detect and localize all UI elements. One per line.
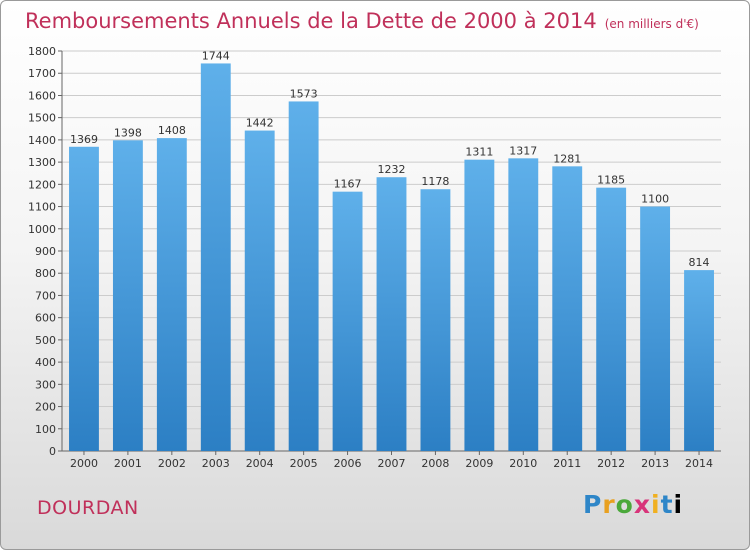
x-tick-label: 2004 — [246, 457, 274, 470]
x-tick-label: 2002 — [158, 457, 186, 470]
data-label: 1281 — [553, 152, 581, 165]
data-label: 1369 — [70, 133, 98, 146]
x-tick-label: 2001 — [114, 457, 142, 470]
bar — [596, 187, 627, 451]
bar — [376, 177, 407, 451]
y-tick-label: 1600 — [28, 89, 56, 102]
bar — [156, 138, 187, 451]
x-tick-label: 2011 — [553, 457, 581, 470]
chart-title-text: Remboursements Annuels de la Dette de 20… — [25, 9, 597, 33]
logo-letter: t — [660, 490, 674, 519]
y-tick-label: 200 — [35, 401, 56, 414]
x-tick-label: 2008 — [421, 457, 449, 470]
logo-letter: r — [602, 490, 616, 519]
y-tick-label: 1200 — [28, 178, 56, 191]
logo-letter: x — [633, 490, 651, 519]
y-tick-label: 1000 — [28, 223, 56, 236]
bars: 1369 1398 1408 1744 1442 1573 1167 1232 1178 1311… — [69, 49, 714, 452]
bar — [244, 130, 275, 452]
bar — [684, 270, 714, 451]
x-tick-label: 2012 — [597, 457, 625, 470]
data-label: 1408 — [158, 124, 186, 137]
data-label: 1100 — [641, 193, 669, 206]
y-tick-label: 300 — [35, 378, 56, 391]
y-tick-label: 900 — [35, 245, 56, 258]
logo-letter: i — [651, 490, 661, 519]
data-label: 1311 — [465, 146, 493, 159]
logo-letter: o — [615, 490, 634, 519]
x-tick-label: 2005 — [290, 457, 318, 470]
chart-subtitle: (en milliers d'€) — [604, 17, 699, 31]
bar — [420, 189, 451, 451]
data-label: 1398 — [114, 126, 142, 139]
y-tick-label: 400 — [35, 356, 56, 369]
x-tick-label: 2010 — [509, 457, 537, 470]
y-tick-label: 800 — [35, 267, 56, 280]
y-tick-label: 100 — [35, 423, 56, 436]
x-tick-label: 2003 — [202, 457, 230, 470]
data-label: 1317 — [509, 144, 537, 157]
data-label: 1232 — [378, 163, 406, 176]
x-tick-label: 2013 — [641, 457, 669, 470]
bar — [288, 101, 319, 451]
data-label: 1744 — [202, 49, 230, 62]
logo-letter: P — [583, 490, 603, 519]
data-label: 1442 — [246, 117, 274, 130]
x-tick-label: 2009 — [465, 457, 493, 470]
y-tick-label: 1700 — [28, 67, 56, 80]
data-label: 1178 — [421, 175, 449, 188]
data-label: 1185 — [597, 174, 625, 187]
x-tick-label: 2000 — [70, 457, 98, 470]
x-tick-label: 2014 — [685, 457, 713, 470]
y-tick-label: 1800 — [28, 45, 56, 58]
x-tick-label: 2007 — [378, 457, 406, 470]
bar — [200, 63, 231, 451]
data-label: 814 — [689, 256, 710, 269]
proxiti-logo: Proxiti — [583, 490, 683, 519]
data-label: 1573 — [290, 87, 318, 100]
bar — [464, 159, 495, 451]
logo-letter: i — [673, 490, 684, 519]
bar-chart: 0 100 200 300 400 500 600 700 800 900 1000 1100 1200… — [28, 45, 721, 470]
y-tick-label: 1400 — [28, 134, 56, 147]
bar — [69, 146, 99, 451]
y-tick-label: 600 — [35, 312, 56, 325]
y-tick-label: 700 — [35, 289, 56, 302]
y-tick-label: 1100 — [28, 201, 56, 214]
x-tick-label: 2006 — [334, 457, 362, 470]
y-tick-label: 500 — [35, 334, 56, 347]
y-tick-label: 1500 — [28, 112, 56, 125]
bar — [552, 166, 583, 452]
bar — [112, 140, 143, 452]
data-label: 1167 — [334, 178, 362, 191]
y-tick-label: 0 — [49, 445, 56, 458]
commune-name: DOURDAN — [37, 497, 139, 519]
bar — [508, 158, 539, 452]
bar — [332, 191, 363, 451]
bar — [640, 206, 671, 451]
chart-title: Remboursements Annuels de la Dette de 20… — [25, 9, 699, 33]
y-tick-label: 1300 — [28, 156, 56, 169]
